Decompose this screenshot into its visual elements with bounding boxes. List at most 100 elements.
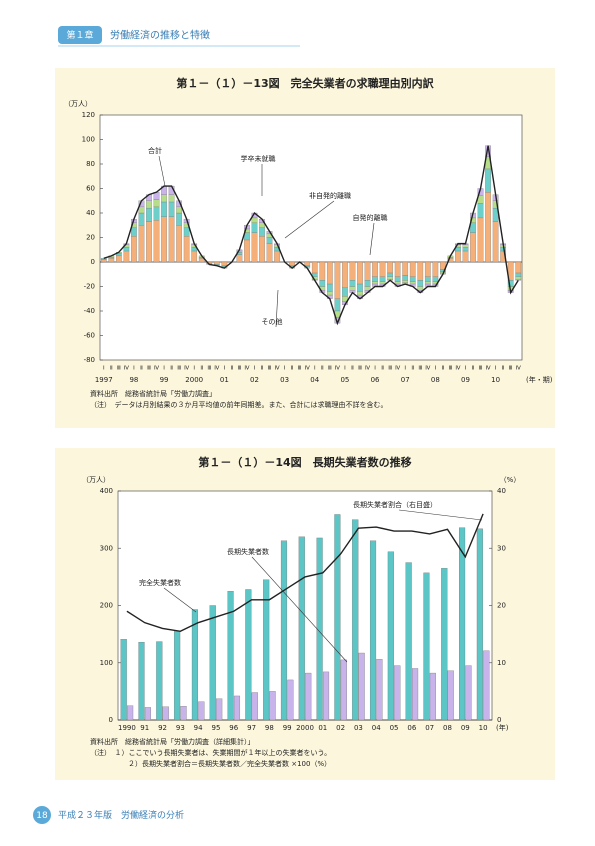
x-tick-label: Ⅲ — [177, 366, 181, 372]
x-tick-label: 96 — [229, 724, 238, 732]
footnote: ２）長期失業者割合＝長期失業者数／完全失業者数 ×100（%） — [128, 759, 331, 768]
bar-segment — [357, 283, 363, 292]
bar-segment — [349, 261, 356, 281]
y-tick-label: 100 — [100, 659, 113, 667]
bar-segment — [146, 221, 152, 263]
y-tick-label: -80 — [84, 356, 95, 364]
bar-segment — [477, 203, 484, 219]
bar-segment — [236, 254, 243, 263]
x-tick-label: Ⅱ — [140, 366, 143, 372]
year-label: 06 — [371, 376, 380, 384]
bar — [156, 641, 163, 721]
bar-segment — [326, 261, 333, 285]
x-tick-label: Ⅰ — [254, 366, 256, 372]
year-label: 08 — [431, 376, 440, 384]
x-tick-label: Ⅲ — [479, 366, 483, 372]
x-tick-label: 05 — [390, 724, 399, 732]
bar-segment — [394, 281, 401, 285]
bar-segment — [379, 276, 386, 282]
x-tick-label: Ⅲ — [449, 366, 453, 372]
line-series — [126, 513, 484, 632]
bar-segment — [131, 227, 137, 237]
leader-line — [251, 556, 348, 663]
bar-segment — [387, 276, 393, 280]
bar-segment — [161, 194, 167, 203]
x-tick-label: 2000 — [296, 724, 314, 732]
bar — [287, 679, 294, 721]
bar — [305, 672, 312, 721]
year-label: 02 — [250, 376, 259, 384]
x-tick-label: Ⅱ — [291, 366, 294, 372]
x-tick-label: 07 — [425, 724, 434, 732]
bar-segment — [387, 272, 393, 277]
bar-segment — [334, 261, 341, 299]
bar-segment — [462, 250, 469, 263]
x-axis-unit: (年) — [496, 723, 509, 732]
bar-segment — [221, 261, 228, 266]
x-tick-label: Ⅲ — [147, 366, 151, 372]
bar-segment — [251, 217, 258, 223]
bar — [269, 691, 276, 721]
bar — [180, 706, 187, 721]
chapter-tab — [58, 26, 102, 44]
bar-segment — [304, 261, 311, 266]
y-tick-label: 40 — [86, 209, 95, 217]
x-tick-label: 03 — [354, 724, 363, 732]
bar — [334, 514, 341, 721]
bar — [352, 519, 359, 721]
bar — [162, 706, 169, 721]
bar-segment — [274, 250, 280, 263]
bar-segment — [470, 222, 476, 233]
line-series — [103, 145, 519, 326]
year-label: 1997 — [95, 376, 113, 384]
year-label: 01 — [220, 376, 229, 384]
x-tick-label: 92 — [158, 724, 167, 732]
x-tick-label: Ⅰ — [495, 366, 497, 372]
bar-segment — [168, 194, 175, 203]
x-tick-label: Ⅰ — [163, 366, 165, 372]
year-label: 07 — [401, 376, 410, 384]
x-tick-label: Ⅲ — [238, 366, 242, 372]
x-tick-label: 94 — [194, 724, 203, 732]
bar — [251, 692, 258, 721]
x-tick-label: 08 — [443, 724, 452, 732]
x-tick-label: Ⅰ — [374, 366, 376, 372]
x-tick-label: Ⅱ — [261, 366, 264, 372]
leader-line — [158, 155, 166, 187]
bar — [387, 551, 394, 721]
bar-segment — [319, 280, 326, 287]
bar-segment — [462, 244, 469, 248]
bar — [280, 540, 288, 721]
bar-segment — [402, 275, 409, 281]
bar-segment — [191, 250, 198, 263]
bar — [405, 562, 412, 721]
x-tick-label: Ⅰ — [284, 366, 286, 372]
x-tick-label: Ⅰ — [193, 366, 195, 372]
x-tick-label: Ⅲ — [268, 366, 272, 372]
source-note: 資料出所 総務省統計局「労働力調査」 — [90, 389, 216, 398]
bar-segment — [326, 291, 333, 296]
bar — [394, 665, 401, 721]
leader-line — [163, 587, 197, 613]
bar-segment — [100, 259, 107, 263]
bar-segment — [394, 261, 401, 277]
x-tick-label: Ⅰ — [465, 366, 467, 372]
bar — [209, 605, 216, 721]
leader-line — [275, 289, 279, 328]
bar-segment — [485, 192, 491, 263]
bar-segment — [372, 261, 378, 277]
x-tick-label: Ⅲ — [207, 366, 211, 372]
y2-tick-label: 40 — [497, 487, 506, 495]
bar-segment — [432, 261, 439, 277]
page-number: 18 — [36, 811, 48, 821]
x-tick-label: Ⅲ — [388, 366, 392, 372]
bar — [412, 668, 419, 721]
x-tick-label: 93 — [176, 724, 185, 732]
bar-segment — [115, 255, 122, 263]
y-tick-label: 20 — [86, 234, 95, 242]
bar — [138, 641, 145, 721]
bar-segment — [153, 206, 160, 221]
bar-segment — [138, 212, 145, 226]
x-tick-label: Ⅳ — [516, 366, 522, 372]
